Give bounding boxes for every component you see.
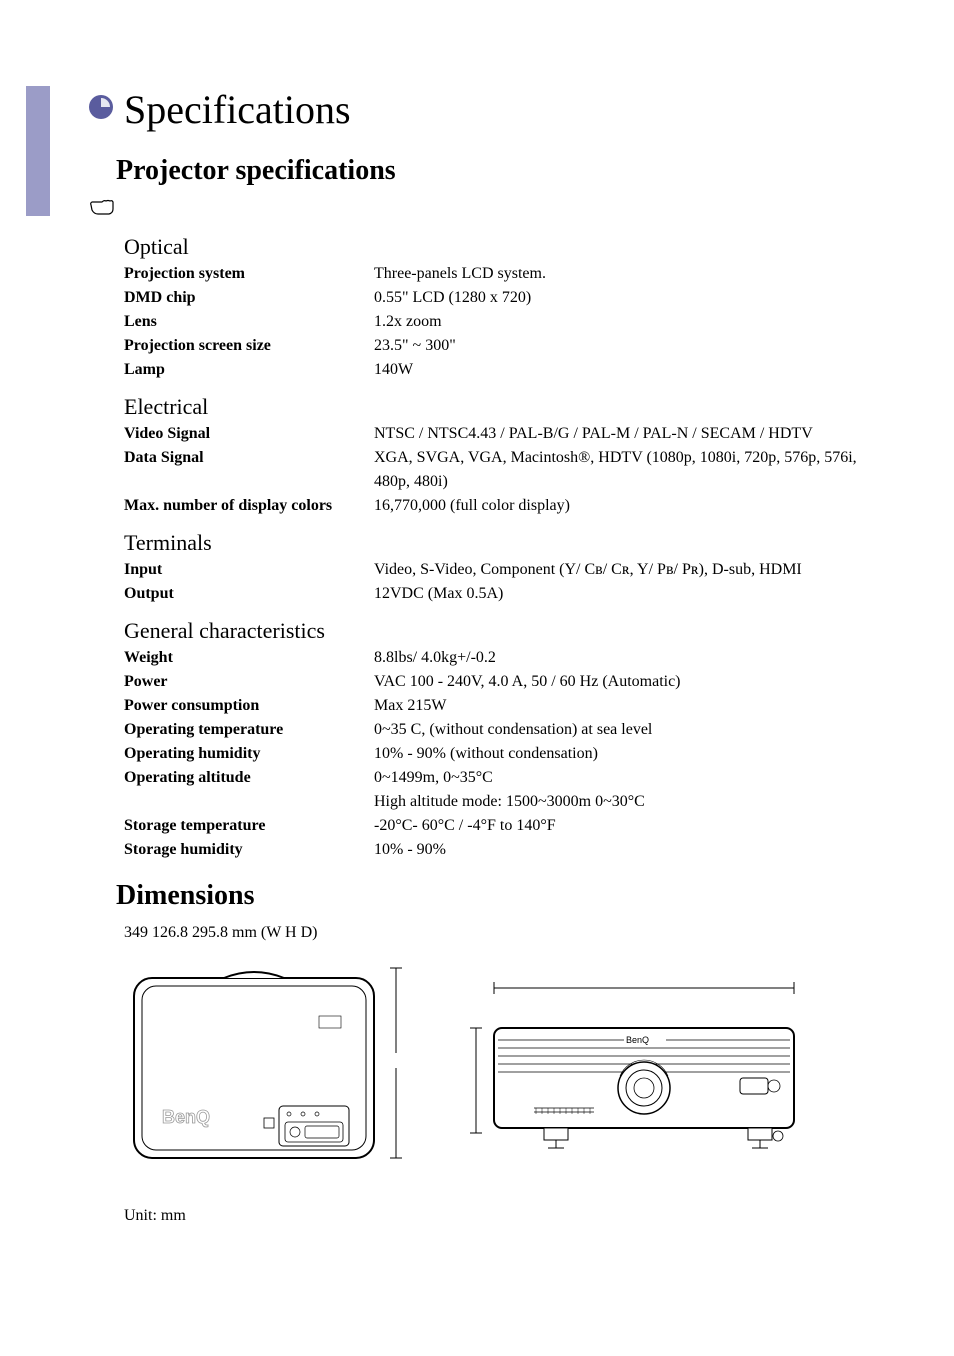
spec-value: 0~35 C, (without condensation) at sea le… bbox=[374, 718, 894, 742]
spec-label: Output bbox=[124, 582, 374, 606]
spec-value: 12VDC (Max 0.5A) bbox=[374, 582, 894, 606]
svg-text:BenQ: BenQ bbox=[626, 1035, 649, 1045]
spec-value: -20°C- 60°C / -4°F to 140°F bbox=[374, 814, 894, 838]
spec-row: Storage temperature-20°C- 60°C / -4°F to… bbox=[124, 814, 894, 838]
spec-row: Lamp140W bbox=[124, 358, 894, 382]
side-tab bbox=[26, 86, 50, 216]
spec-label: Projection screen size bbox=[124, 334, 374, 358]
spec-label: Power bbox=[124, 670, 374, 694]
spec-row: Storage humidity10% - 90% bbox=[124, 838, 894, 862]
spec-row: Output12VDC (Max 0.5A) bbox=[124, 582, 894, 606]
spec-value: 0~1499m, 0~35°C bbox=[374, 766, 894, 790]
diagrams-row: BenQ bbox=[124, 958, 894, 1183]
spec-label: Operating temperature bbox=[124, 718, 374, 742]
spec-row: Video SignalNTSC / NTSC4.43 / PAL-B/G / … bbox=[124, 422, 894, 446]
spec-value: 10% - 90% bbox=[374, 838, 894, 862]
spec-row: Operating altitude0~1499m, 0~35°C bbox=[124, 766, 894, 790]
spec-value: High altitude mode: 1500~3000m 0~30°C bbox=[374, 790, 894, 814]
sub-title: Projector specifications bbox=[116, 155, 894, 187]
bullet-icon bbox=[88, 94, 114, 125]
spec-row: PowerVAC 100 - 240V, 4.0 A, 50 / 60 Hz (… bbox=[124, 670, 894, 694]
projector-top-view-diagram: BenQ bbox=[124, 958, 404, 1183]
dimensions-heading: Dimensions bbox=[116, 880, 894, 912]
spec-label: Operating humidity bbox=[124, 742, 374, 766]
spec-value: Video, S-Video, Component (Y/ Cʙ/ Cʀ, Y/… bbox=[374, 558, 894, 582]
spec-value: Max 215W bbox=[374, 694, 894, 718]
spec-label: Input bbox=[124, 558, 374, 582]
spec-value: Three-panels LCD system. bbox=[374, 262, 894, 286]
main-title: Specifications bbox=[124, 86, 351, 133]
hand-pointer-icon bbox=[88, 197, 894, 222]
spec-value: 8.8lbs/ 4.0kg+/-0.2 bbox=[374, 646, 894, 670]
spec-row: Lens1.2x zoom bbox=[124, 310, 894, 334]
spec-label bbox=[124, 790, 374, 814]
spec-row: Weight8.8lbs/ 4.0kg+/-0.2 bbox=[124, 646, 894, 670]
spec-value: 1.2x zoom bbox=[374, 310, 894, 334]
section-heading-electrical: Electrical bbox=[124, 394, 894, 420]
dimensions-text: 349 126.8 295.8 mm (W H D) bbox=[124, 924, 894, 942]
spec-row: Power consumptionMax 215W bbox=[124, 694, 894, 718]
spec-row: Projection screen size23.5" ~ 300" bbox=[124, 334, 894, 358]
section-heading-optical: Optical bbox=[124, 234, 894, 260]
spec-label: Operating altitude bbox=[124, 766, 374, 790]
spec-label: Storage humidity bbox=[124, 838, 374, 862]
spec-value: NTSC / NTSC4.43 / PAL-B/G / PAL-M / PAL-… bbox=[374, 422, 894, 446]
spec-label: Projection system bbox=[124, 262, 374, 286]
section-heading-general: General characteristics bbox=[124, 618, 894, 644]
page-content: Specifications Projector specifications … bbox=[0, 0, 954, 1265]
spec-label: Video Signal bbox=[124, 422, 374, 446]
spec-label: DMD chip bbox=[124, 286, 374, 310]
spec-row: Operating temperature0~35 C, (without co… bbox=[124, 718, 894, 742]
spec-value: XGA, SVGA, VGA, Macintosh®, HDTV (1080p,… bbox=[374, 446, 894, 494]
spec-label: Storage temperature bbox=[124, 814, 374, 838]
spec-value: 140W bbox=[374, 358, 894, 382]
spec-label: Lamp bbox=[124, 358, 374, 382]
spec-row: Data SignalXGA, SVGA, VGA, Macintosh®, H… bbox=[124, 446, 894, 494]
spec-row: InputVideo, S-Video, Component (Y/ Cʙ/ C… bbox=[124, 558, 894, 582]
spec-row: Max. number of display colors16,770,000 … bbox=[124, 494, 894, 518]
spec-row: High altitude mode: 1500~3000m 0~30°C bbox=[124, 790, 894, 814]
svg-text:BenQ: BenQ bbox=[162, 1107, 210, 1127]
unit-text: Unit: mm bbox=[124, 1207, 894, 1225]
spec-row: Projection systemThree-panels LCD system… bbox=[124, 262, 894, 286]
main-title-row: Specifications bbox=[88, 86, 894, 133]
spec-value: 10% - 90% (without condensation) bbox=[374, 742, 894, 766]
spec-value: 16,770,000 (full color display) bbox=[374, 494, 894, 518]
spec-value: VAC 100 - 240V, 4.0 A, 50 / 60 Hz (Autom… bbox=[374, 670, 894, 694]
spec-value: 23.5" ~ 300" bbox=[374, 334, 894, 358]
spec-value: 0.55" LCD (1280 x 720) bbox=[374, 286, 894, 310]
spec-label: Power consumption bbox=[124, 694, 374, 718]
section-heading-terminals: Terminals bbox=[124, 530, 894, 556]
spec-label: Data Signal bbox=[124, 446, 374, 494]
spec-row: Operating humidity10% - 90% (without con… bbox=[124, 742, 894, 766]
spec-row: DMD chip0.55" LCD (1280 x 720) bbox=[124, 286, 894, 310]
spec-label: Max. number of display colors bbox=[124, 494, 374, 518]
spec-label: Weight bbox=[124, 646, 374, 670]
projector-front-view-diagram: BenQ bbox=[464, 958, 824, 1183]
spec-label: Lens bbox=[124, 310, 374, 334]
